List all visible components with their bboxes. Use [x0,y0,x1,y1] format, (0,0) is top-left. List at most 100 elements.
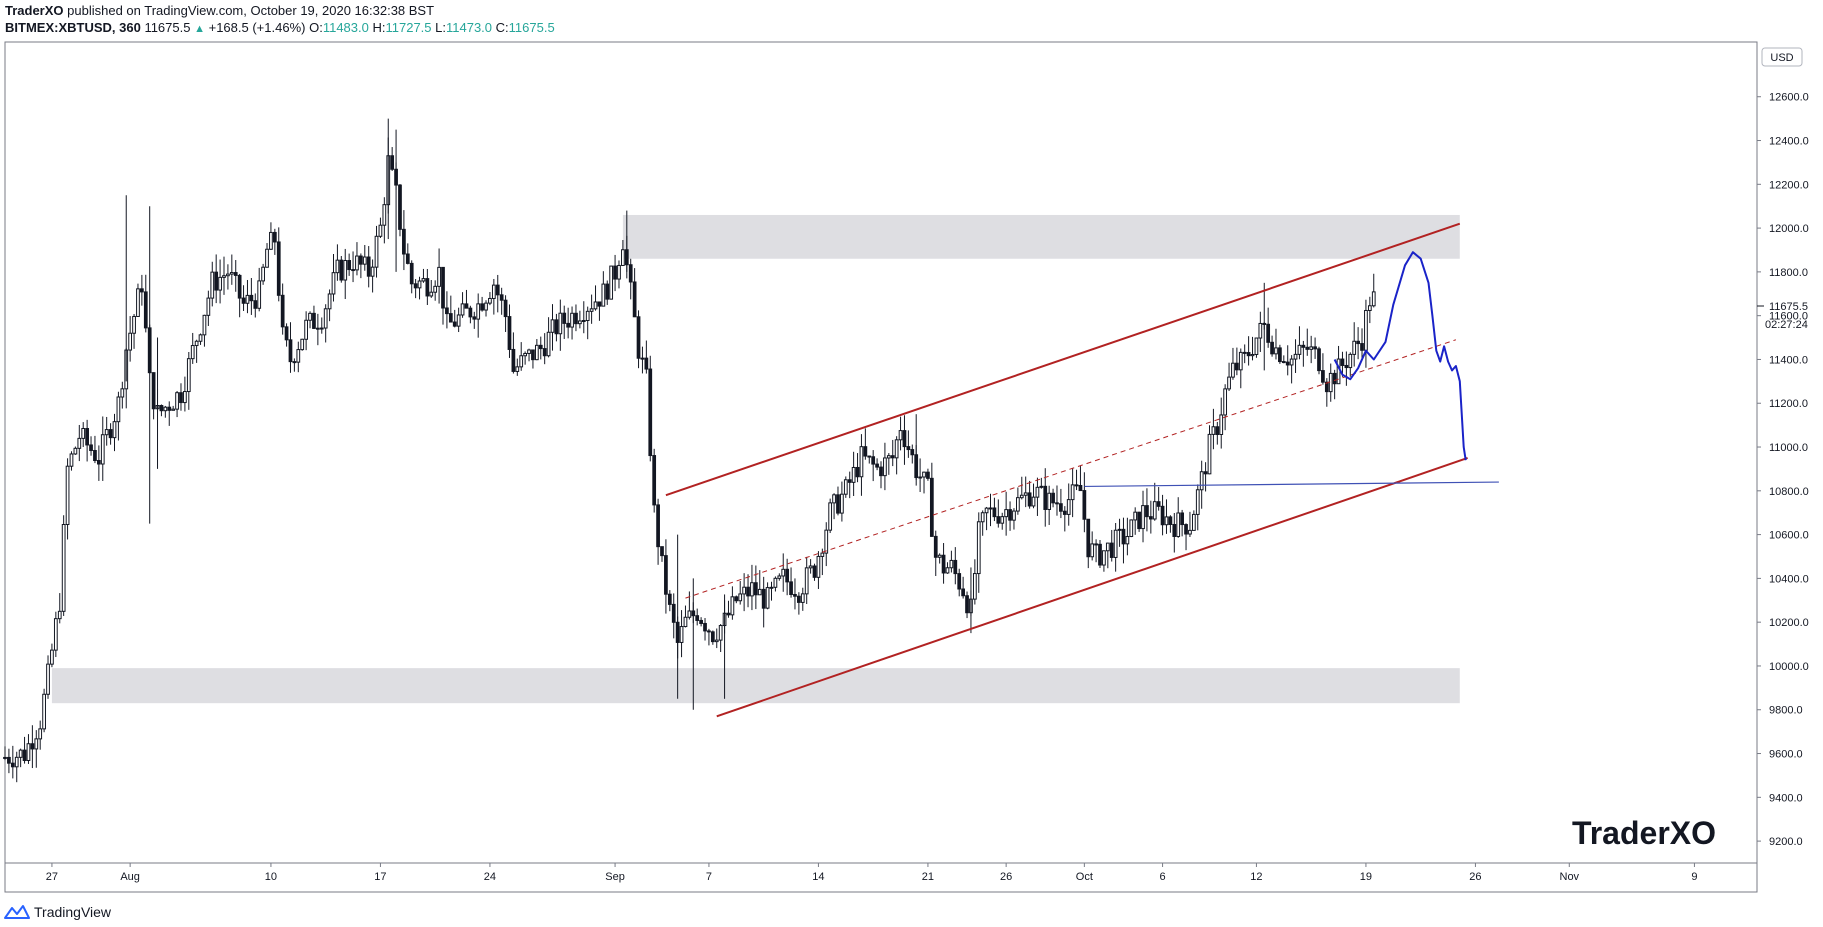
candle-body [1062,510,1067,515]
candle-body [605,283,610,300]
candle [519,342,524,371]
candle [605,280,610,305]
candle [269,222,273,250]
candle [1051,488,1055,508]
candle [257,267,262,312]
candle-body [640,357,645,360]
candle [996,499,1001,528]
candle-body [581,319,586,322]
candle [355,242,359,276]
candle [671,593,676,639]
candle-body [589,308,594,312]
candle-body [886,455,891,459]
candle [1180,509,1184,537]
candle-body [417,280,422,289]
candle [507,304,512,358]
candle [828,498,833,534]
candle [789,567,793,598]
candle-body [1371,291,1376,307]
tradingview-footer[interactable]: TradingView [4,902,111,922]
candle-body [800,593,805,603]
low-label: L: [435,20,446,35]
candle [972,559,977,605]
ohlc-legend: BITMEX:XBTUSD, 360 11675.5 ▲ +168.5 (+1.… [5,20,555,35]
open-label: O: [309,20,323,35]
candle-body [1137,511,1141,530]
candle-body [746,586,750,597]
candle [284,323,289,347]
time-axis[interactable]: 27 Aug 10 17 24 Sep 7 14 21 26 Oct 6 12 19 26 Nov 9 [46,863,1698,883]
candle [1164,499,1169,534]
candle [992,497,997,522]
candle [511,332,516,374]
candle-body [660,546,664,557]
candle [351,251,355,283]
candle-body [613,265,617,280]
candle-body [171,408,176,411]
candle [601,271,606,307]
candle [491,278,496,315]
candle [1129,519,1134,538]
candle [57,593,62,624]
currency-badge[interactable]: USD [1770,52,1793,64]
candle [1293,339,1298,373]
candle-body [1289,358,1294,366]
candle [1156,487,1161,511]
symbol-label[interactable]: BITMEX:XBTUSD, 360 [5,20,141,35]
candle-body [464,303,469,309]
candle-body [941,554,946,574]
candle-body [409,262,414,285]
candle [1027,480,1032,509]
price-tick-label: 11000.0 [1769,442,1808,454]
candle [714,628,719,649]
candle-body [1324,381,1329,393]
candle-body [542,348,547,357]
candle-body [1125,536,1130,545]
candle [222,256,226,295]
candle [93,435,97,464]
candle [226,264,230,290]
price-tick-label: 12200.0 [1769,179,1809,191]
candle-body [198,334,203,342]
candle [816,551,821,589]
candle-body [312,312,316,329]
candle-body [667,593,672,605]
candle-body [140,288,144,293]
candle-body [546,331,551,357]
candle [245,279,250,314]
candle [824,522,829,567]
candle [304,311,308,351]
candle-body [390,155,395,170]
time-tick-label: Sep [605,871,625,883]
candle-body [261,266,265,282]
currency-badge-box [1761,47,1803,67]
candle [179,383,183,411]
candle [1141,490,1145,543]
candle-body [175,392,179,410]
candle [953,547,958,585]
candle [949,550,954,573]
candle-body [1367,305,1372,311]
candle [1191,510,1196,531]
candle [1090,531,1095,561]
publisher-name[interactable]: TraderXO [5,3,64,18]
candle [1145,488,1149,532]
candle-body [14,756,19,768]
candle-body [984,507,989,514]
price-axis[interactable]: 9200.0 9400.0 9600.0 9800.0 10000.0 10200.0 10… [1757,92,1809,848]
candle-body [26,743,31,761]
candle [1062,506,1067,532]
candle [1023,476,1028,508]
time-tick-label: 9 [1691,871,1697,883]
candle [241,285,246,311]
candle [648,355,653,462]
candle-body [574,312,578,325]
candle [53,611,58,658]
candle-body [96,460,101,465]
time-tick-label: 6 [1160,871,1166,883]
candle-body [366,256,371,277]
candle [480,296,484,312]
candle [1258,311,1263,352]
high-label: H: [372,20,386,35]
